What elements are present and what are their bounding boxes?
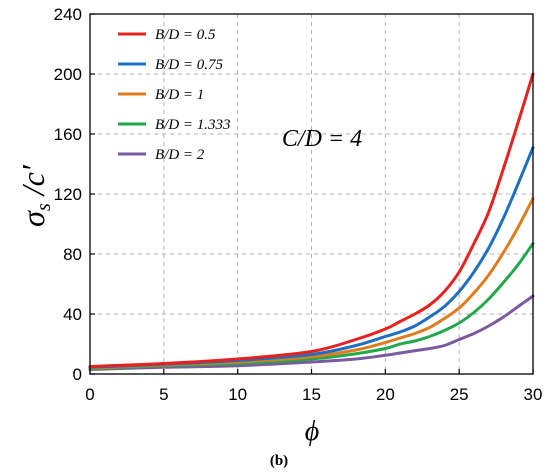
series-lines: [88, 72, 535, 371]
x-tick-label: 25: [450, 385, 469, 404]
y-tick-label: 160: [54, 125, 82, 144]
annotation-c-over-d: C/D = 4: [282, 126, 362, 152]
legend-label-b-d-1-333: B/D = 1.333: [155, 117, 231, 133]
x-tick-label: 0: [85, 385, 94, 404]
y-tick-label: 200: [54, 65, 82, 84]
y-tick-label: 80: [63, 245, 82, 264]
x-tick-label: 15: [302, 385, 321, 404]
y-axis-label-rest: /c′: [15, 164, 51, 203]
legend: B/D = 0.5 B/D = 0.75 B/D = 1 B/D = 1.333 B/D…: [118, 27, 231, 163]
series-line-b-d-1-333: [88, 242, 535, 371]
x-tick-label: 20: [376, 385, 395, 404]
x-tick-label: 30: [524, 385, 543, 404]
x-axis-label: ϕ: [305, 416, 320, 447]
legend-label-b-d-0-75: B/D = 0.75: [155, 57, 224, 73]
y-tick-label: 240: [54, 5, 82, 24]
legend-label-b-d-2: B/D = 2: [155, 147, 205, 163]
series-line-b-d-0-5: [88, 72, 535, 368]
figure-caption: (b): [270, 453, 288, 469]
grid-lines: [90, 14, 533, 374]
y-tick-label: 0: [73, 365, 82, 384]
series-line-b-d-1: [88, 197, 535, 370]
legend-label-b-d-1: B/D = 1: [155, 87, 204, 103]
series-line-b-d-0-75: [88, 146, 535, 369]
series-line-b-d-2: [88, 294, 535, 371]
y-tick-label: 40: [63, 305, 82, 324]
x-tick-label: 10: [228, 385, 247, 404]
x-tick-label: 5: [159, 385, 168, 404]
y-axis-label-sub: s: [33, 203, 55, 211]
svg-text:σs /c′: σs /c′: [15, 164, 55, 227]
axis-ticks: 0 5 10 15 20 25 30 0 40 80 120 160 200 240: [54, 5, 543, 404]
y-tick-label: 120: [54, 185, 82, 204]
y-axis-label-main: σ: [15, 210, 51, 227]
legend-label-b-d-0-5: B/D = 0.5: [155, 27, 216, 43]
y-axis-label: σs /c′: [15, 164, 55, 227]
